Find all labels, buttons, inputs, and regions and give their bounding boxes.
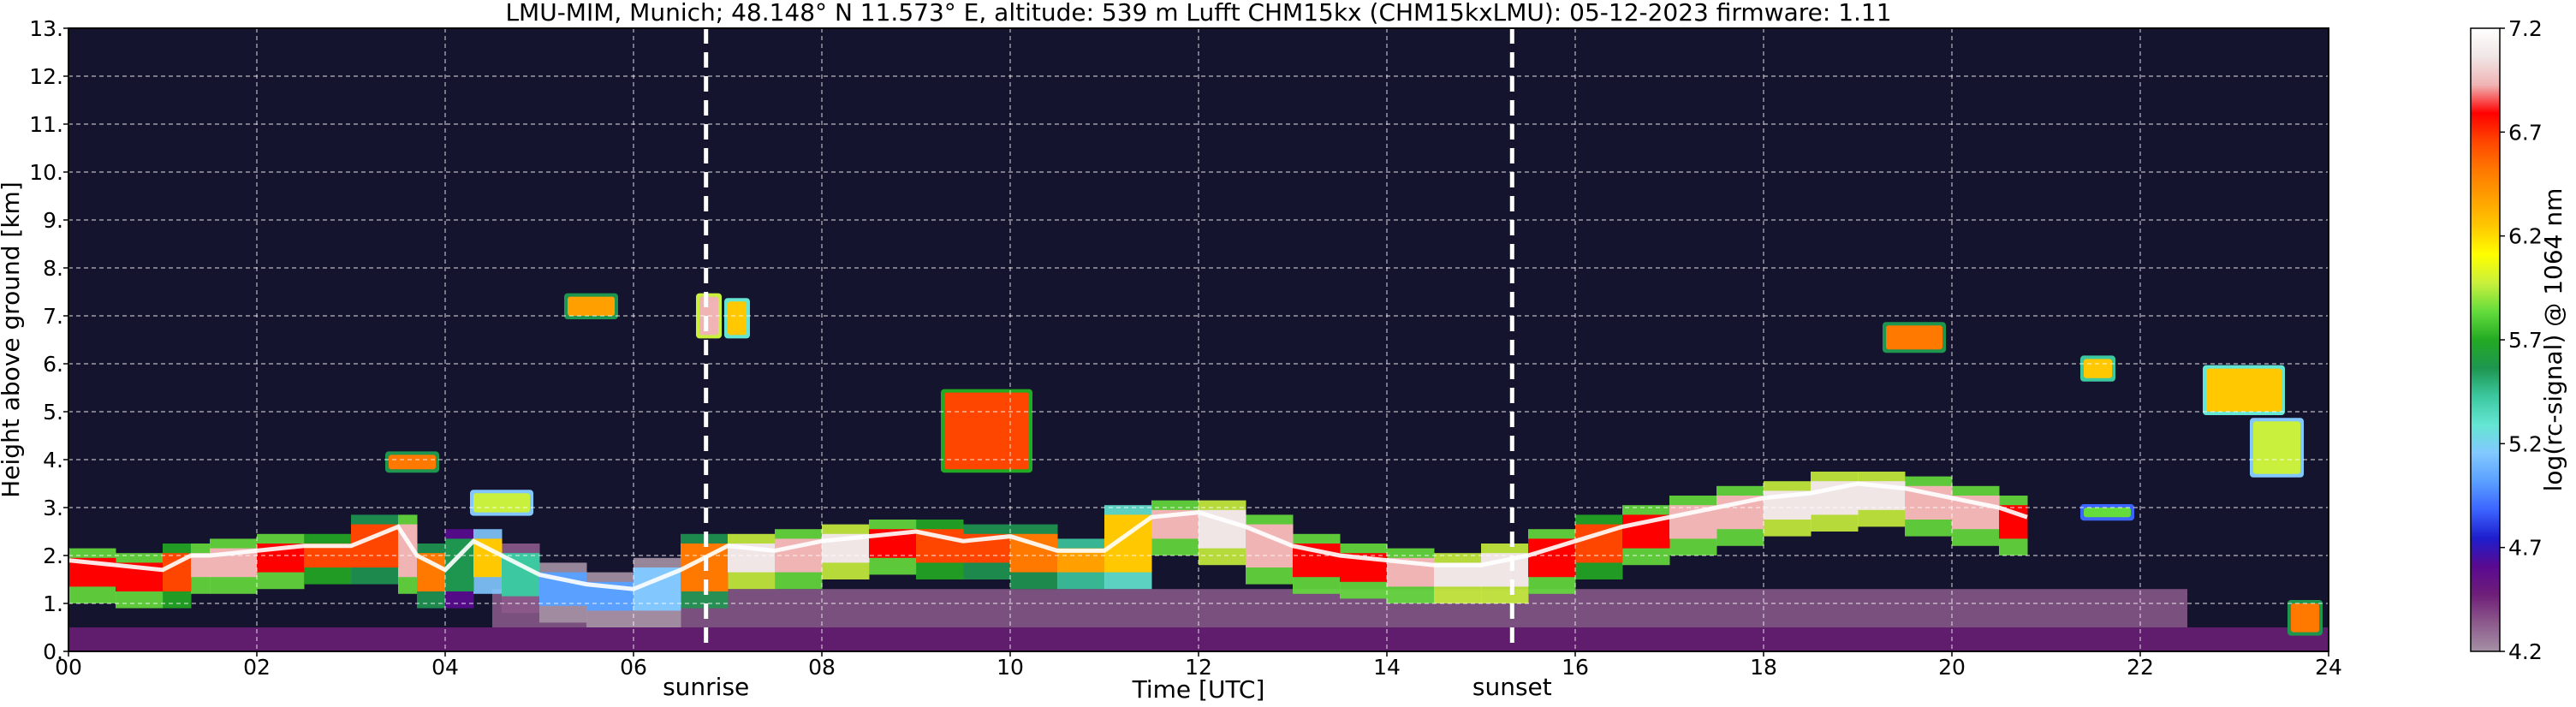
cloud-patch <box>473 493 530 513</box>
y-tick-label: 6. <box>43 352 63 377</box>
x-tick-label: 18 <box>1750 655 1777 680</box>
colorbar-ticks: 4.2 4.7 5.2 5.7 6.2 6.7 7.2 <box>2500 16 2543 664</box>
x-tick-label: 20 <box>1938 655 1966 680</box>
y-tick-label: 4. <box>43 448 63 472</box>
x-tick-label: 22 <box>2127 655 2154 680</box>
cloud-patch <box>2253 421 2300 474</box>
y-tick-label: 0. <box>43 639 63 664</box>
y-tick-label: 12. <box>29 64 63 89</box>
cloud-patch <box>1886 325 1942 350</box>
colorbar-tick-label: 5.2 <box>2508 431 2543 456</box>
cloud-patch <box>568 296 615 316</box>
cloud-patch <box>944 392 1029 470</box>
colorbar-tick-label: 7.2 <box>2508 16 2543 41</box>
cloud-patch <box>728 301 747 336</box>
cloud-patch <box>2291 603 2319 633</box>
y-tick-label: 1. <box>43 591 63 616</box>
y-tick-label: 13. <box>29 16 63 41</box>
colorbar-label: log(rc-signal) @ 1064 nm <box>2539 188 2567 492</box>
x-axis-ticks: 00 02 04 06 08 10 12 14 16 18 20 22 24 <box>55 651 2342 680</box>
cloud-patch <box>2206 368 2282 412</box>
x-tick-label: 06 <box>620 655 647 680</box>
colorbar-tick-label: 6.7 <box>2508 120 2543 145</box>
event-lines: sunrise sunset <box>663 28 1552 701</box>
x-tick-label: 02 <box>243 655 271 680</box>
grid-lines <box>68 27 2329 652</box>
x-tick-label: 08 <box>808 655 836 680</box>
x-axis-label: Time [UTC] <box>1132 675 1265 704</box>
event-label: sunset <box>1472 673 1552 701</box>
y-tick-label: 10. <box>29 160 63 185</box>
y-axis-ticks: 0. 1. 2. 3. 4. 5. 6. 7. 8. 9. 10. 11. 12. 13. <box>29 16 68 664</box>
colorbar-tick-label: 4.7 <box>2508 536 2543 561</box>
colorbar-tick-label: 4.2 <box>2508 639 2543 664</box>
y-axis-label: Height above ground [km] <box>0 181 25 498</box>
x-tick-label: 14 <box>1373 655 1401 680</box>
colorbar-tick-label: 6.2 <box>2508 224 2543 249</box>
bl-band-inner <box>191 553 211 578</box>
series-boundary-layer-top <box>68 481 2028 591</box>
cloud-patch <box>389 454 436 470</box>
event-label: sunrise <box>663 673 749 701</box>
x-tick-label: 24 <box>2315 655 2342 680</box>
cloud-patch <box>2084 359 2112 378</box>
x-tick-label: 10 <box>996 655 1024 680</box>
y-tick-label: 9. <box>43 208 63 233</box>
x-tick-label: 12 <box>1185 655 1212 680</box>
y-tick-label: 11. <box>29 112 63 137</box>
y-tick-label: 3. <box>43 496 63 520</box>
colorbar-tick-label: 5.7 <box>2508 328 2543 353</box>
chart-title: LMU-MIM, Munich; 48.148° N 11.573° E, al… <box>505 0 1891 27</box>
y-tick-label: 2. <box>43 544 63 568</box>
colorbar: 4.2 4.7 5.2 5.7 6.2 6.7 7.2 log(rc-signal) @ 1… <box>2470 16 2567 664</box>
x-tick-label: 16 <box>1562 655 1589 680</box>
x-tick-label: 04 <box>431 655 459 680</box>
y-tick-label: 5. <box>43 400 63 425</box>
y-tick-label: 8. <box>43 256 63 281</box>
x-tick-label: 00 <box>55 655 82 680</box>
colorbar-gradient <box>2470 27 2501 652</box>
cloud-patch <box>2084 508 2131 518</box>
y-tick-label: 7. <box>43 304 63 329</box>
